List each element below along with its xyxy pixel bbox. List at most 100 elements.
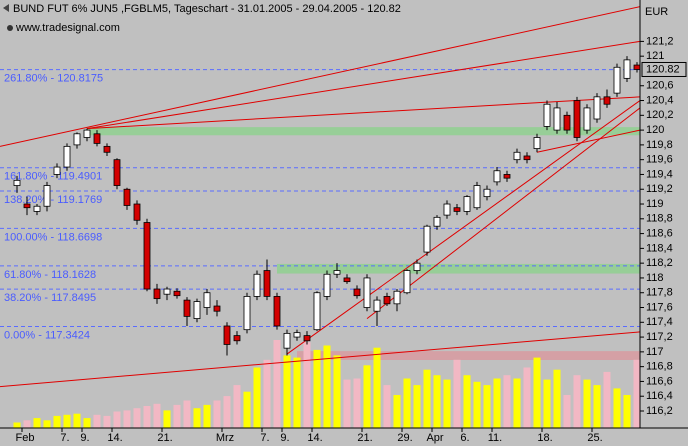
fib-label: 61.80% - 118.1628	[4, 269, 96, 281]
candle-body	[523, 155, 531, 161]
candle-body	[533, 137, 541, 149]
volume-bar	[403, 378, 411, 428]
y-tick-label: 117	[646, 346, 664, 358]
candle-body	[53, 166, 61, 175]
candle-body	[13, 179, 21, 186]
y-tick-label: 116,2	[646, 405, 673, 417]
subtitle: www.tradesignal.com	[15, 22, 120, 34]
x-tick-label: Mrz	[216, 432, 234, 444]
last-value-box	[641, 61, 687, 77]
volume-bar	[313, 349, 321, 428]
fib-label: 0.00% - 117.3424	[4, 329, 90, 341]
candle-body	[83, 129, 91, 138]
x-tick-label: 7.	[260, 432, 269, 444]
y-tick-label: 120,4	[646, 94, 674, 106]
candle-body	[433, 216, 441, 227]
candle-body	[333, 270, 341, 275]
y-tick-label: 118,8	[646, 213, 673, 225]
y-tick-label: 119,8	[646, 139, 673, 151]
x-tick-label: 11.	[488, 432, 502, 444]
volume-bar	[583, 379, 591, 428]
volume-bar	[183, 400, 191, 428]
candle-body	[273, 296, 281, 327]
x-tick-label: 18.	[537, 432, 552, 444]
volume-bar	[563, 395, 571, 428]
y-tick-label: 117,6	[646, 301, 673, 313]
currency: EUR	[645, 6, 668, 18]
y-tick-label: 121	[646, 50, 664, 62]
candle-body	[113, 159, 121, 186]
candle-body	[583, 107, 591, 131]
candle-body	[163, 288, 171, 295]
volume-bar	[303, 342, 311, 428]
volume-bar	[493, 378, 501, 428]
x-tick-label: 9.	[80, 432, 89, 444]
x-tick-label: Apr	[426, 432, 443, 444]
volume-bar	[213, 400, 221, 428]
trend-line	[536, 129, 641, 153]
candle-body	[403, 270, 411, 294]
volume-bar	[83, 418, 91, 428]
volume-bar	[503, 375, 511, 428]
volume-bar	[223, 396, 231, 428]
volume-bar	[293, 357, 301, 428]
candle-body	[233, 335, 241, 342]
volume-bar	[453, 359, 461, 428]
x-tick-label: 14.	[307, 432, 322, 444]
y-tick-label: 119,4	[646, 168, 673, 180]
volume-bar	[333, 355, 341, 428]
volume-bar	[353, 378, 361, 428]
volume-bar	[283, 355, 291, 428]
candle-body	[253, 273, 261, 297]
volume-bar	[433, 375, 441, 428]
zone	[87, 127, 640, 136]
candle-body	[283, 332, 291, 349]
x-tick-label: 7.	[60, 432, 69, 444]
candle-body	[353, 288, 361, 297]
candle-body	[193, 301, 201, 319]
x-tick-label: 6.	[460, 432, 469, 444]
volume-bar	[33, 418, 41, 428]
candle-body	[323, 273, 331, 297]
volume-bar	[233, 385, 241, 428]
fib-label: 261.80% - 120.8175	[4, 73, 103, 85]
fib-label: 161.80% - 119.4901	[4, 171, 102, 183]
y-tick-label: 121,2	[646, 35, 674, 47]
volume-bar	[53, 415, 61, 428]
y-tick-label: 120	[646, 124, 664, 136]
y-tick-label: 116,8	[646, 361, 673, 373]
trend-line	[86, 96, 641, 130]
volume-bar	[343, 379, 351, 428]
title-icon	[3, 4, 9, 12]
volume-bar	[63, 414, 71, 428]
volume-bar	[43, 420, 51, 428]
candle-body	[213, 305, 221, 312]
y-tick-label: 117,8	[646, 287, 673, 299]
volume-bar	[263, 359, 271, 428]
candle-body	[603, 96, 611, 105]
candle-body	[183, 299, 191, 317]
volume-bar	[373, 347, 381, 428]
volume-bar	[243, 391, 251, 428]
candle-body	[383, 296, 391, 305]
volume-bar	[473, 381, 481, 428]
x-tick-label: 29.	[397, 432, 412, 444]
candle-body	[363, 277, 371, 308]
y-tick-label: 117,2	[646, 331, 673, 343]
candle-body	[473, 185, 481, 209]
x-tick-label: 14.	[107, 432, 122, 444]
fib-label: 138.20% - 119.1769	[4, 194, 102, 206]
x-tick-label: Feb	[16, 432, 35, 444]
candle-body	[453, 207, 461, 212]
candle-body	[153, 288, 161, 300]
candle-body	[103, 145, 111, 153]
volume-bar	[393, 395, 401, 428]
trend-line	[0, 331, 641, 388]
candle-body	[413, 262, 421, 271]
candle-body	[123, 188, 131, 206]
volume-bar	[173, 404, 181, 428]
candle-body	[463, 196, 471, 212]
zone	[297, 351, 640, 360]
